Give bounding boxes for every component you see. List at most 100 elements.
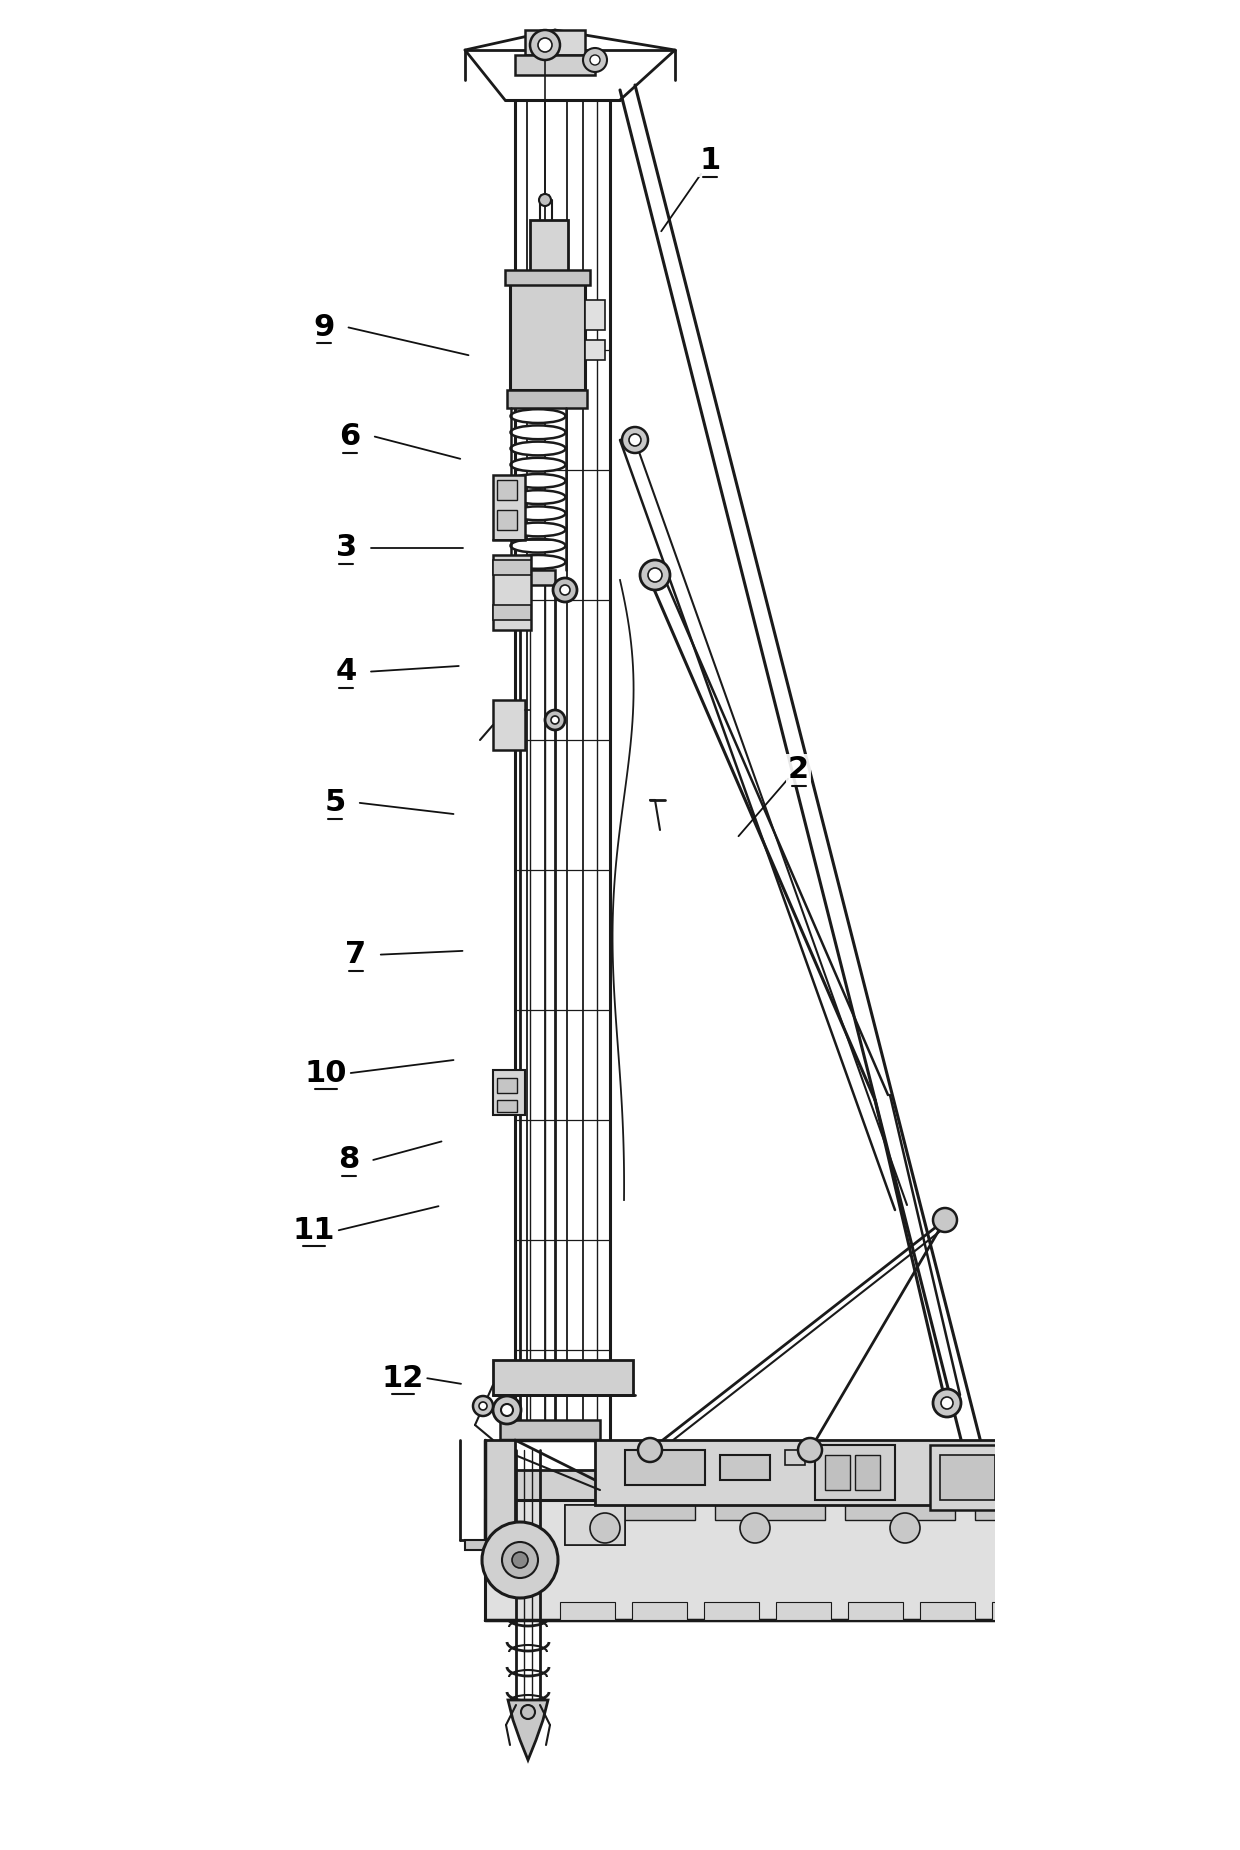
Bar: [930, 1445, 1130, 1510]
Bar: [776, 1602, 831, 1621]
Circle shape: [583, 48, 608, 72]
Circle shape: [560, 585, 570, 596]
Bar: [485, 1471, 1135, 1500]
Bar: [515, 56, 595, 76]
Bar: [497, 1101, 517, 1112]
Bar: [505, 270, 590, 285]
Bar: [465, 1539, 510, 1550]
Bar: [497, 1079, 517, 1093]
Bar: [715, 1506, 825, 1521]
Circle shape: [640, 561, 670, 590]
Bar: [785, 1450, 805, 1465]
Bar: [529, 220, 568, 276]
Text: 4: 4: [336, 657, 357, 686]
Circle shape: [494, 1397, 521, 1424]
Circle shape: [799, 1437, 822, 1462]
Bar: [940, 1454, 994, 1500]
Bar: [595, 1439, 1135, 1506]
Circle shape: [1066, 1543, 1104, 1578]
Circle shape: [941, 1397, 954, 1410]
Bar: [494, 605, 531, 620]
Circle shape: [546, 710, 565, 731]
Text: 9: 9: [312, 313, 335, 342]
Bar: [992, 1602, 1047, 1621]
Bar: [494, 561, 531, 575]
Bar: [856, 1454, 880, 1489]
Circle shape: [890, 1513, 920, 1543]
Bar: [485, 1500, 1135, 1621]
Ellipse shape: [511, 555, 565, 568]
Circle shape: [932, 1389, 961, 1417]
Circle shape: [529, 30, 560, 59]
Circle shape: [740, 1513, 770, 1543]
Circle shape: [639, 1437, 662, 1462]
Bar: [507, 390, 587, 409]
Text: 5: 5: [325, 788, 346, 818]
Bar: [1208, 1602, 1240, 1621]
Circle shape: [590, 1513, 620, 1543]
Bar: [494, 475, 525, 540]
Bar: [520, 570, 556, 585]
Ellipse shape: [511, 538, 565, 553]
Text: 2: 2: [787, 755, 808, 784]
Bar: [494, 1069, 525, 1116]
Ellipse shape: [511, 474, 565, 488]
Text: 11: 11: [293, 1215, 335, 1245]
Circle shape: [932, 1208, 957, 1232]
Bar: [625, 1450, 706, 1486]
Bar: [565, 1506, 625, 1545]
Text: 12: 12: [382, 1363, 424, 1393]
Ellipse shape: [511, 490, 565, 503]
Circle shape: [502, 1543, 538, 1578]
Bar: [560, 1602, 615, 1621]
Bar: [844, 1506, 955, 1521]
Bar: [720, 1454, 770, 1480]
Circle shape: [551, 716, 559, 723]
Bar: [1064, 1602, 1118, 1621]
Bar: [920, 1602, 975, 1621]
Bar: [585, 300, 605, 329]
Bar: [497, 511, 517, 529]
Circle shape: [590, 56, 600, 65]
Bar: [825, 1454, 849, 1489]
Bar: [485, 1439, 515, 1539]
Bar: [525, 30, 585, 56]
Text: 6: 6: [340, 422, 361, 451]
Circle shape: [539, 194, 551, 205]
Circle shape: [1078, 1552, 1092, 1569]
Circle shape: [479, 1402, 487, 1410]
Bar: [632, 1602, 687, 1621]
Bar: [815, 1445, 895, 1500]
Bar: [500, 1421, 600, 1439]
Text: 1: 1: [699, 146, 720, 176]
Bar: [1105, 1506, 1215, 1521]
Circle shape: [629, 435, 641, 446]
Circle shape: [538, 39, 552, 52]
Circle shape: [472, 1397, 494, 1415]
Bar: [848, 1602, 903, 1621]
Bar: [497, 479, 517, 500]
Text: 3: 3: [336, 533, 357, 562]
Bar: [1136, 1602, 1190, 1621]
Bar: [510, 279, 585, 390]
Ellipse shape: [511, 442, 565, 455]
Circle shape: [553, 577, 577, 601]
Ellipse shape: [511, 522, 565, 536]
Circle shape: [521, 1706, 534, 1719]
Circle shape: [501, 1404, 513, 1415]
Text: 10: 10: [305, 1058, 347, 1088]
Ellipse shape: [511, 409, 565, 424]
Bar: [1003, 1454, 1058, 1500]
Circle shape: [1040, 1513, 1070, 1543]
Polygon shape: [508, 1700, 548, 1759]
Bar: [1065, 1454, 1105, 1493]
Circle shape: [1047, 1523, 1123, 1598]
Bar: [494, 699, 525, 749]
Circle shape: [512, 1552, 528, 1569]
Ellipse shape: [511, 426, 565, 438]
Text: 7: 7: [346, 940, 367, 969]
Ellipse shape: [511, 457, 565, 472]
Circle shape: [482, 1523, 558, 1598]
Bar: [585, 1506, 694, 1521]
Circle shape: [649, 568, 662, 583]
